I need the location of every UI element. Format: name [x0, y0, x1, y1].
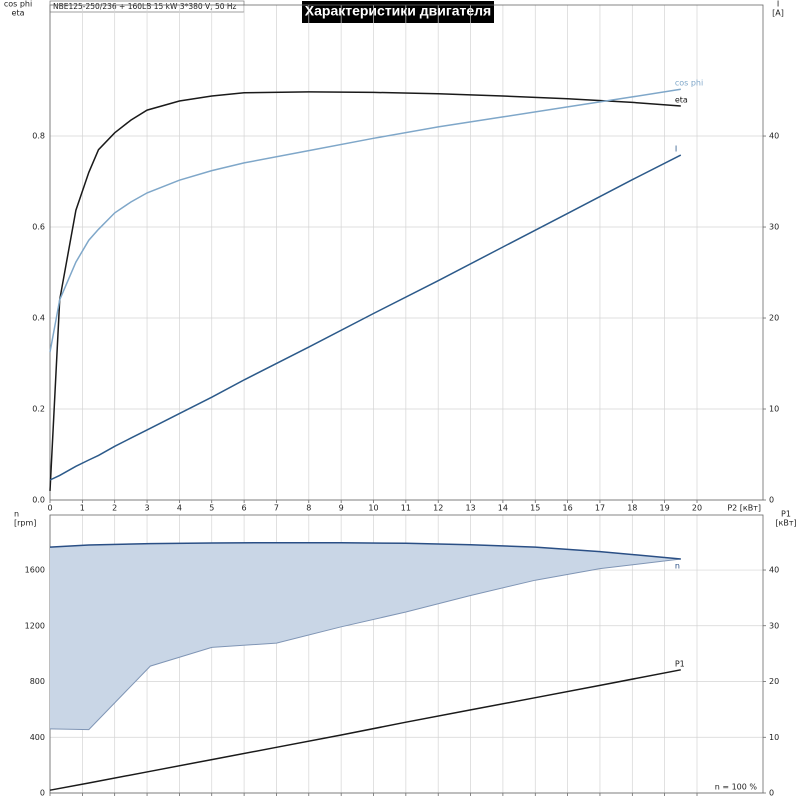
x-tick-label: 18 [627, 504, 637, 513]
x-tick-label: 20 [692, 504, 702, 513]
y2-tick-label: 10 [769, 405, 779, 414]
series-line [49, 88, 681, 353]
y-tick-label: 0.6 [32, 223, 45, 232]
x-tick-label: 7 [274, 504, 279, 513]
y2-tick-label: 30 [769, 223, 779, 232]
y-axis-label: eta [12, 9, 25, 18]
y2-axis-label: [A] [772, 9, 784, 18]
y2-tick-label: 0 [769, 496, 774, 505]
y-tick-label: 800 [30, 677, 45, 686]
series-label: n [675, 562, 680, 571]
plot-frame [49, 4, 764, 501]
series-line [49, 154, 682, 481]
y-tick-label: 1600 [25, 566, 45, 575]
chart-title: Характеристики двигателя [305, 3, 491, 19]
y-tick-label: 0.4 [32, 314, 45, 323]
y-tick-label: 0.2 [32, 405, 45, 414]
y2-tick-label: 10 [769, 733, 779, 742]
y2-tick-label: 20 [769, 314, 779, 323]
y2-tick-label: 0 [769, 789, 774, 798]
series-label: P1 [675, 659, 685, 668]
x-axis-label: P2 [кВт] [727, 504, 761, 513]
title-box [302, 1, 494, 23]
y2-tick-label: 40 [769, 132, 779, 141]
x-tick-label: 2 [112, 504, 117, 513]
annotation: n = 100 % [715, 783, 758, 792]
x-tick-label: 15 [530, 504, 540, 513]
x-tick-label: 0 [47, 504, 52, 513]
y2-tick-label: 20 [769, 677, 779, 686]
x-tick-label: 6 [242, 504, 247, 513]
series-line [49, 91, 681, 491]
series-line [49, 669, 681, 791]
y2-axis-label: P1 [781, 510, 791, 519]
y2-axis-label: I [777, 0, 779, 9]
x-tick-label: 11 [401, 504, 411, 513]
y-tick-label: 400 [30, 733, 45, 742]
y-tick-label: 0.8 [32, 132, 45, 141]
y-axis-label: n [14, 510, 19, 519]
x-tick-label: 5 [209, 504, 214, 513]
x-tick-label: 3 [145, 504, 150, 513]
x-tick-label: 12 [433, 504, 443, 513]
x-tick-label: 16 [563, 504, 573, 513]
x-tick-label: 13 [465, 504, 475, 513]
series-line [49, 541, 681, 560]
y-tick-label: 0.0 [32, 496, 45, 505]
x-tick-label: 17 [595, 504, 605, 513]
subtitle: NBE125-250/236 + 160LB 15 kW 3*380 V, 50… [53, 2, 237, 11]
y2-axis-label: [кВт] [775, 519, 796, 528]
x-tick-label: 19 [660, 504, 670, 513]
x-tick-label: 9 [339, 504, 344, 513]
range-lower-line [49, 558, 681, 731]
x-tick-label: 1 [80, 504, 85, 513]
x-tick-label: 8 [306, 504, 311, 513]
y-tick-label: 0 [40, 789, 45, 798]
range-area [50, 542, 681, 730]
y-axis-label: [rpm] [14, 519, 36, 528]
series-label: I [675, 145, 677, 154]
x-tick-label: 10 [368, 504, 378, 513]
y2-tick-label: 30 [769, 621, 779, 630]
series-label: cos phi [675, 79, 703, 88]
y-tick-label: 1200 [25, 621, 45, 630]
x-tick-label: 14 [498, 504, 508, 513]
series-label: eta [675, 96, 688, 105]
y2-tick-label: 40 [769, 566, 779, 575]
y-axis-label: cos phi [4, 0, 32, 9]
x-tick-label: 4 [177, 504, 182, 513]
